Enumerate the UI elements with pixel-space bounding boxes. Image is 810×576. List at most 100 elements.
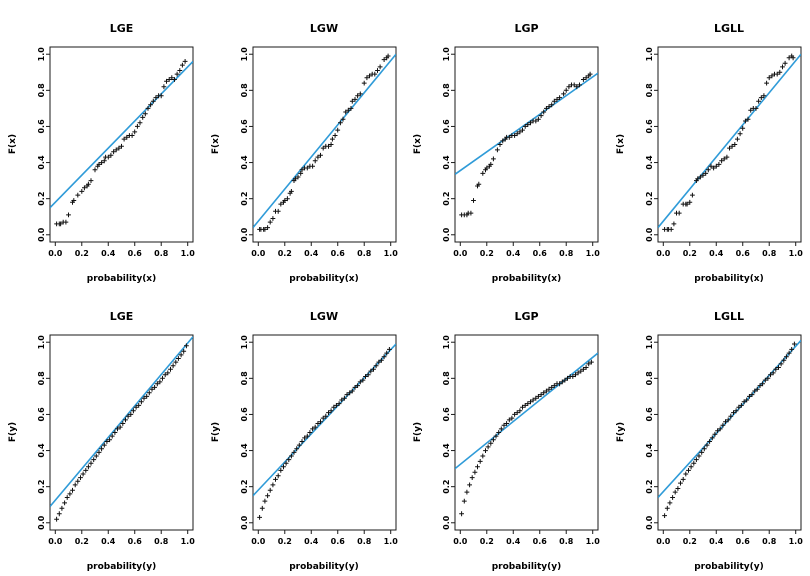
svg-text:0.4: 0.4 <box>101 537 116 546</box>
svg-text:0.6: 0.6 <box>645 119 654 134</box>
svg-text:0.6: 0.6 <box>533 249 548 258</box>
plot-canvas: 0.0 0.2 0.4 0.6 0.8 1.0 0.0 0.2 0.4 0.6 0.8 1.0 <box>37 46 196 258</box>
svg-text:0.4: 0.4 <box>645 155 654 170</box>
svg-text:0.6: 0.6 <box>442 407 451 422</box>
svg-text:0.0: 0.0 <box>37 515 46 530</box>
svg-text:0.4: 0.4 <box>304 537 319 546</box>
pp-plot-lge-x: 0.0 0.2 0.4 0.6 0.8 1.0 0.0 0.2 0.4 0.6 0.8 1.0 LGE… <box>0 0 203 288</box>
svg-text:0.2: 0.2 <box>480 249 494 258</box>
x-axis-label: probability(y) <box>694 562 764 572</box>
svg-text:0.8: 0.8 <box>154 249 169 258</box>
svg-text:0.6: 0.6 <box>128 537 143 546</box>
x-axis-label: probability(x) <box>491 274 562 284</box>
svg-text:0.4: 0.4 <box>240 443 249 458</box>
svg-text:0.2: 0.2 <box>37 480 46 494</box>
x-axis-label: probability(x) <box>289 274 359 284</box>
svg-text:0.4: 0.4 <box>506 249 521 258</box>
svg-text:0.4: 0.4 <box>37 443 46 458</box>
svg-text:1.0: 1.0 <box>788 537 803 546</box>
plot-canvas: 0.0 0.2 0.4 0.6 0.8 1.0 0.0 0.2 0.4 0.6 0.8 1.0 <box>442 46 601 258</box>
svg-text:1.0: 1.0 <box>181 537 196 546</box>
svg-text:0.6: 0.6 <box>240 119 249 134</box>
svg-text:0.8: 0.8 <box>240 83 249 98</box>
y-axis-label: F(y) <box>413 421 423 443</box>
svg-text:1.0: 1.0 <box>240 335 249 350</box>
svg-text:0.6: 0.6 <box>735 249 750 258</box>
svg-text:0.4: 0.4 <box>37 155 46 170</box>
svg-text:0.0: 0.0 <box>48 249 63 258</box>
svg-text:0.0: 0.0 <box>240 227 249 242</box>
svg-text:0.4: 0.4 <box>240 155 249 170</box>
svg-text:0.0: 0.0 <box>645 227 654 242</box>
svg-text:1.0: 1.0 <box>645 335 654 350</box>
svg-text:1.0: 1.0 <box>645 47 654 62</box>
svg-text:1.0: 1.0 <box>383 249 398 258</box>
svg-text:0.2: 0.2 <box>75 249 89 258</box>
svg-text:0.8: 0.8 <box>154 537 169 546</box>
svg-text:1.0: 1.0 <box>37 47 46 62</box>
svg-text:1.0: 1.0 <box>240 47 249 62</box>
chart-title: LGLL <box>713 22 745 35</box>
svg-text:0.8: 0.8 <box>37 371 46 386</box>
svg-text:0.0: 0.0 <box>251 249 266 258</box>
pp-plot-lgll-x: 0.0 0.2 0.4 0.6 0.8 1.0 0.0 0.2 0.4 0.6 0.8 1.0 LGL… <box>608 0 810 288</box>
chart-title: LGE <box>109 22 134 35</box>
svg-text:1.0: 1.0 <box>37 335 46 350</box>
svg-text:1.0: 1.0 <box>586 249 601 258</box>
svg-text:0.2: 0.2 <box>75 537 89 546</box>
svg-text:0.2: 0.2 <box>645 480 654 494</box>
pp-plot-lge-y: 0.0 0.2 0.4 0.6 0.8 1.0 0.0 0.2 0.4 0.6 0.8 1.0 LGE… <box>0 288 203 576</box>
svg-text:0.6: 0.6 <box>240 407 249 422</box>
svg-text:0.2: 0.2 <box>277 537 291 546</box>
svg-text:1.0: 1.0 <box>181 249 196 258</box>
svg-text:0.0: 0.0 <box>48 537 63 546</box>
svg-text:0.2: 0.2 <box>682 249 696 258</box>
svg-text:0.6: 0.6 <box>442 119 451 134</box>
svg-text:0.4: 0.4 <box>645 443 654 458</box>
svg-text:0.2: 0.2 <box>442 192 451 206</box>
svg-text:0.2: 0.2 <box>240 480 249 494</box>
svg-text:0.2: 0.2 <box>442 480 451 494</box>
plot-canvas: 0.0 0.2 0.4 0.6 0.8 1.0 0.0 0.2 0.4 0.6 0.8 1.0 <box>240 334 398 546</box>
y-axis-label: F(x) <box>210 133 221 155</box>
svg-text:0.2: 0.2 <box>645 192 654 206</box>
y-axis-label: F(y) <box>210 421 221 443</box>
y-axis-label: F(x) <box>8 133 18 155</box>
chart-title: LGP <box>514 310 539 323</box>
x-axis-label: probability(x) <box>694 274 764 284</box>
y-axis-label: F(y) <box>615 421 626 443</box>
pp-plot-lgp-x: 0.0 0.2 0.4 0.6 0.8 1.0 0.0 0.2 0.4 0.6 0.8 1.0 LGP… <box>405 0 608 288</box>
y-axis-label: F(y) <box>8 421 18 443</box>
svg-text:0.4: 0.4 <box>709 249 724 258</box>
plot-canvas: 0.0 0.2 0.4 0.6 0.8 1.0 0.0 0.2 0.4 0.6 0.8 1.0 <box>645 334 803 546</box>
svg-text:0.0: 0.0 <box>240 515 249 530</box>
plot-canvas: 0.0 0.2 0.4 0.6 0.8 1.0 0.0 0.2 0.4 0.6 0.8 1.0 <box>37 334 196 546</box>
svg-text:0.6: 0.6 <box>330 249 345 258</box>
svg-text:0.8: 0.8 <box>762 537 777 546</box>
svg-text:0.0: 0.0 <box>656 249 671 258</box>
svg-text:0.6: 0.6 <box>645 407 654 422</box>
pp-plot-lgw-y: 0.0 0.2 0.4 0.6 0.8 1.0 0.0 0.2 0.4 0.6 0.8 1.0 LGW… <box>203 288 406 576</box>
svg-text:1.0: 1.0 <box>442 47 451 62</box>
svg-text:0.8: 0.8 <box>762 249 777 258</box>
y-axis-label: F(x) <box>413 133 423 155</box>
svg-text:0.0: 0.0 <box>453 249 468 258</box>
svg-text:0.0: 0.0 <box>442 515 451 530</box>
svg-text:1.0: 1.0 <box>788 249 803 258</box>
svg-text:0.0: 0.0 <box>656 537 671 546</box>
svg-text:0.8: 0.8 <box>559 537 574 546</box>
svg-text:0.2: 0.2 <box>240 192 249 206</box>
svg-text:0.8: 0.8 <box>240 371 249 386</box>
plot-canvas: 0.0 0.2 0.4 0.6 0.8 1.0 0.0 0.2 0.4 0.6 0.8 1.0 <box>645 46 803 258</box>
svg-text:1.0: 1.0 <box>586 537 601 546</box>
svg-text:0.4: 0.4 <box>304 249 319 258</box>
chart-title: LGE <box>109 310 134 323</box>
svg-text:0.2: 0.2 <box>37 192 46 206</box>
svg-text:1.0: 1.0 <box>442 335 451 350</box>
svg-text:0.4: 0.4 <box>101 249 116 258</box>
x-axis-label: probability(y) <box>86 562 157 572</box>
x-axis-label: probability(y) <box>289 562 359 572</box>
svg-text:0.6: 0.6 <box>735 537 750 546</box>
svg-text:0.6: 0.6 <box>37 119 46 134</box>
